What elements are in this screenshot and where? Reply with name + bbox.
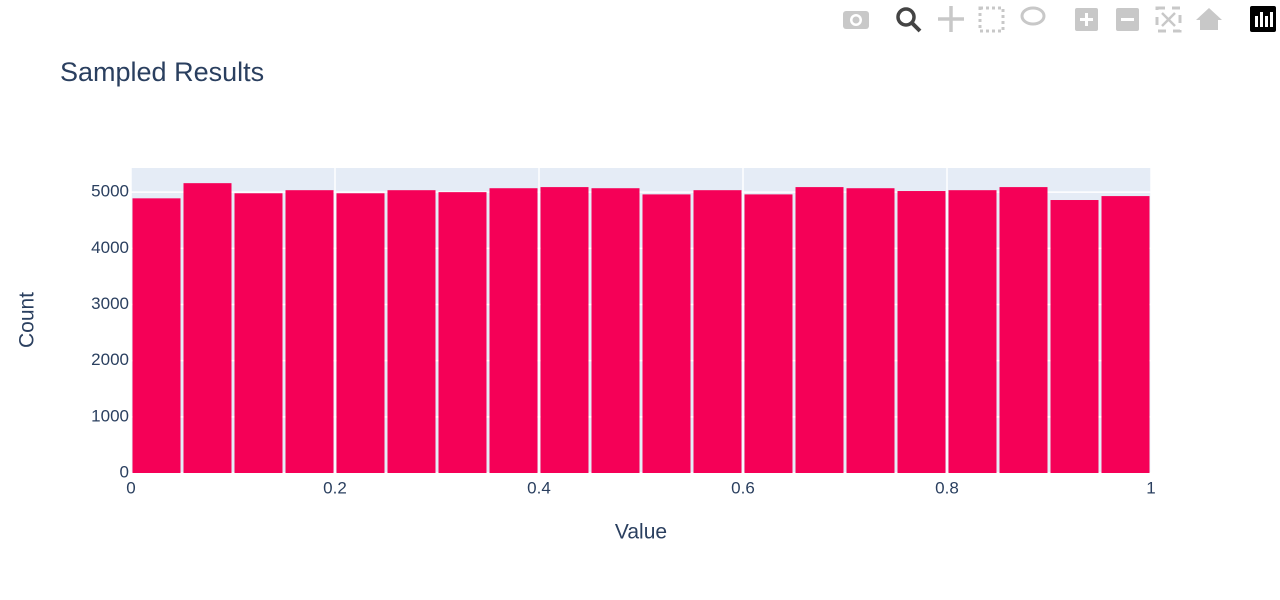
modebar [843,6,1276,33]
bar [897,191,946,473]
bar [999,187,1048,474]
x-tick-label: 0.2 [323,478,347,497]
x-tick-label: 1 [1146,478,1155,497]
x-tick-label: 0.4 [527,478,551,497]
bar [183,183,232,473]
y-tick-label: 0 [120,462,129,481]
x-tick-label: 0.6 [731,478,755,497]
bar [132,198,181,474]
bar [540,187,589,474]
bar [489,188,538,473]
x-tick-label: 0.8 [935,478,959,497]
bar [744,194,793,473]
y-axis-title: Count [16,292,39,348]
camera-button[interactable] [843,11,869,29]
x-tick-label: 0 [126,478,135,497]
bar [1101,196,1150,473]
chart-title: Sampled Results [60,57,264,87]
bar [948,190,997,473]
autoscale-button[interactable] [1155,6,1182,33]
y-tick-label: 1000 [91,406,129,425]
reset-axes-button[interactable] [1196,8,1222,30]
zoom-in-button[interactable] [1075,8,1098,31]
lasso-select-button[interactable] [1020,6,1046,26]
bar [795,187,844,474]
bar [336,193,385,473]
y-tick-label: 4000 [91,238,129,257]
box-select-button[interactable] [978,6,1005,33]
bar [591,188,640,473]
bar [285,190,334,473]
bar [387,190,436,473]
x-axis-title: Value [615,521,667,544]
bar [642,194,691,473]
plot-background [131,168,1151,473]
pan-button[interactable] [938,6,964,32]
bar [234,193,283,473]
zoom-out-button[interactable] [1116,8,1139,31]
bar [693,190,742,473]
bar [1050,200,1099,473]
bar [846,188,895,473]
y-tick-label: 2000 [91,350,129,369]
y-tick-label: 5000 [91,182,129,201]
y-tick-label: 3000 [91,294,129,313]
plotly-logo[interactable] [1250,6,1276,32]
bar [438,192,487,474]
zoom-button[interactable] [896,7,922,33]
